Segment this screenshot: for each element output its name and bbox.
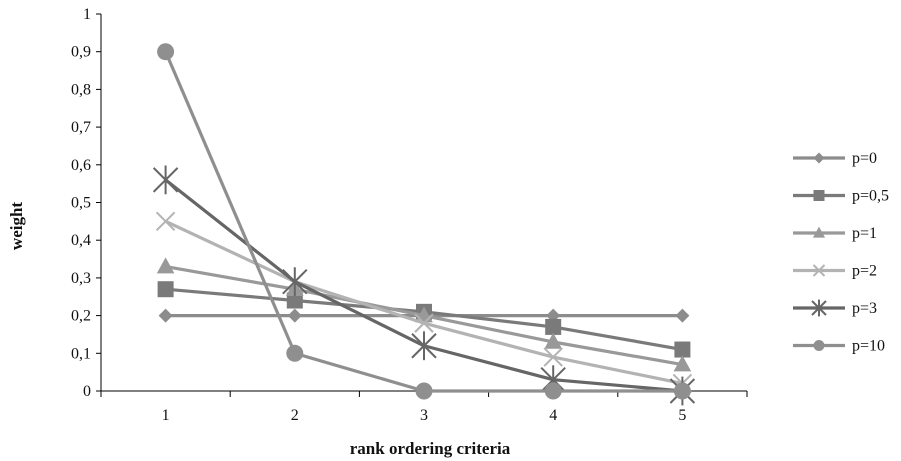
data-point bbox=[156, 257, 175, 274]
x-tick-label: 2 bbox=[291, 407, 299, 424]
series-p=2 bbox=[155, 211, 693, 394]
y-axis-title: weight bbox=[7, 202, 26, 251]
x-tick-label: 5 bbox=[678, 407, 686, 424]
data-point bbox=[544, 332, 562, 349]
axes: 0 0,1 0,2 0,3 0,4 0,5 0,6 0,7 0,8 0,9 1 1 2 3 4 5 bbox=[71, 6, 748, 424]
marker-stroke bbox=[812, 264, 826, 277]
data-point bbox=[674, 341, 691, 358]
data-point bbox=[543, 347, 563, 367]
y-tick-label: 1 bbox=[83, 6, 91, 23]
legend-label: p=3 bbox=[852, 300, 877, 317]
legend-marker bbox=[813, 340, 825, 351]
y-tick-label: 0,5 bbox=[71, 195, 91, 212]
legend: p=0 p=0,5 p=1 p=2 p=3 p=10 bbox=[793, 150, 889, 355]
y-tick-label: 0,8 bbox=[71, 81, 91, 98]
data-point bbox=[411, 331, 437, 361]
x-tick-label: 3 bbox=[420, 407, 428, 424]
y-tick-label: 0,9 bbox=[71, 44, 91, 61]
marker-stroke bbox=[414, 313, 434, 333]
legend-item: p=0 bbox=[793, 150, 877, 167]
data-point bbox=[155, 211, 176, 232]
data-point bbox=[673, 382, 691, 400]
data-point bbox=[152, 165, 179, 195]
data-point bbox=[157, 281, 174, 298]
data-point bbox=[414, 313, 434, 333]
data-point bbox=[287, 308, 302, 323]
data-point bbox=[673, 355, 692, 372]
legend-item: p=1 bbox=[793, 225, 877, 242]
data-point bbox=[544, 382, 562, 400]
y-tick-label: 0,7 bbox=[71, 119, 91, 136]
data-point bbox=[675, 308, 690, 323]
series-p=1 bbox=[156, 257, 692, 372]
data-point bbox=[415, 382, 433, 400]
y-tick-label: 0,2 bbox=[71, 308, 91, 325]
y-tick-label: 0 bbox=[83, 383, 91, 400]
legend-label: p=1 bbox=[852, 225, 877, 242]
legend-marker bbox=[812, 226, 826, 238]
data-point bbox=[157, 43, 175, 61]
legend-marker bbox=[812, 264, 826, 277]
legend-item: p=0,5 bbox=[793, 188, 889, 205]
y-tick-label: 0,3 bbox=[71, 270, 91, 287]
legend-marker bbox=[813, 152, 825, 164]
legend-label: p=0 bbox=[852, 150, 877, 167]
data-point bbox=[545, 318, 562, 335]
series-layer bbox=[152, 43, 696, 406]
marker-stroke bbox=[543, 347, 563, 367]
y-tick-label: 0,4 bbox=[71, 232, 91, 249]
series-p=10 bbox=[157, 43, 691, 400]
data-point bbox=[286, 344, 304, 362]
legend-item: p=10 bbox=[793, 338, 885, 355]
x-tick-label: 4 bbox=[549, 407, 557, 424]
legend-marker bbox=[811, 299, 827, 317]
data-point bbox=[158, 308, 173, 323]
marker-stroke bbox=[155, 211, 176, 232]
data-point bbox=[286, 292, 303, 309]
data-point bbox=[282, 267, 308, 297]
y-tick-label: 0,1 bbox=[71, 345, 91, 362]
legend-label: p=10 bbox=[852, 338, 885, 355]
x-axis-title: rank ordering criteria bbox=[350, 439, 511, 458]
legend-label: p=2 bbox=[852, 263, 877, 280]
legend-item: p=3 bbox=[793, 299, 877, 317]
legend-marker bbox=[813, 190, 825, 201]
x-tick-label: 1 bbox=[162, 407, 170, 424]
legend-label: p=0,5 bbox=[852, 188, 889, 205]
y-tick-label: 0,6 bbox=[71, 157, 91, 174]
legend-item: p=2 bbox=[793, 263, 877, 280]
